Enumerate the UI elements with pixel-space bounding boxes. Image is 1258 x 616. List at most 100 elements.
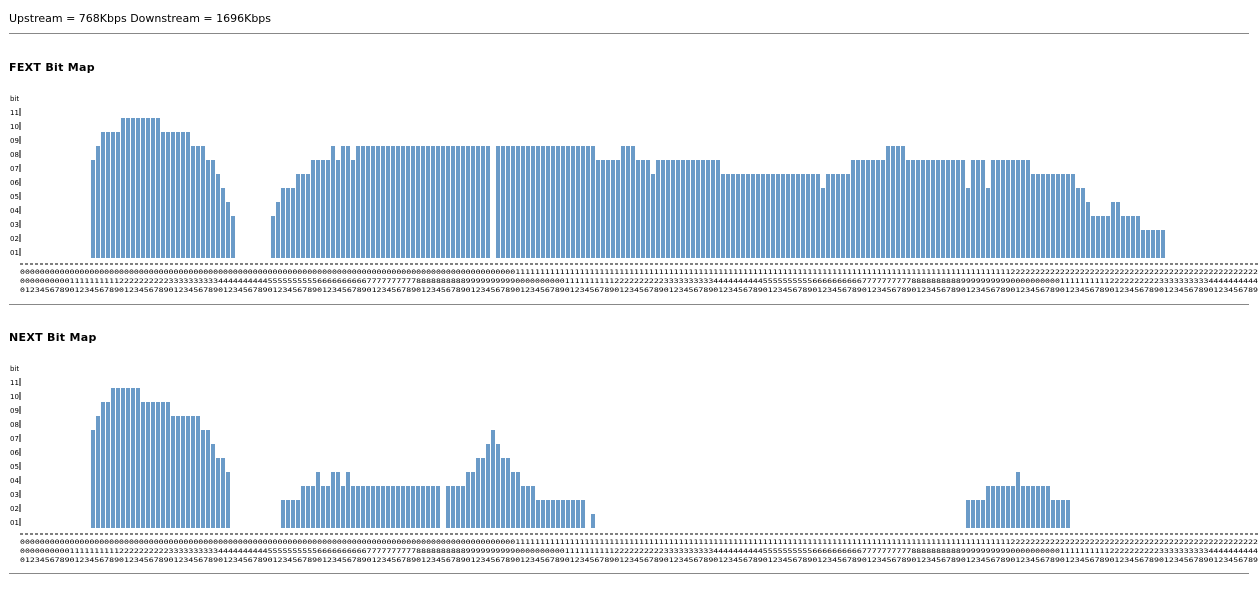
bit-bar-cell <box>681 160 685 174</box>
bit-bar-cell <box>966 216 970 230</box>
bit-bar-cell <box>1066 514 1070 528</box>
bit-bar-cell <box>351 202 355 216</box>
bit-bar-cell <box>111 202 115 216</box>
bit-bar-cell <box>771 202 775 216</box>
bit-bar-cell <box>331 188 335 202</box>
bit-bar-cell <box>1031 514 1035 528</box>
bit-bar-cell <box>1016 486 1020 500</box>
x-tick-units: 0123456789012345678901234567890123456789… <box>20 557 1258 564</box>
bit-bar-cell <box>956 216 960 230</box>
bit-bar-cell <box>271 216 275 230</box>
bit-bar-cell <box>476 202 480 216</box>
bit-bar-cell <box>121 514 125 528</box>
bit-bar-cell <box>161 174 165 188</box>
bit-bar-cell <box>216 472 220 486</box>
bit-bar-cell <box>316 230 320 244</box>
bit-bar-cell <box>711 174 715 188</box>
bit-bar-cell <box>1081 216 1085 230</box>
bit-bar-cell <box>416 514 420 528</box>
bit-bar-cell <box>926 202 930 216</box>
x-tick-tens: 0000000000111111111122222222223333333333… <box>20 548 1258 555</box>
bit-bar-cell <box>426 160 430 174</box>
bit-bar-cell <box>126 174 130 188</box>
bit-bar-cell <box>471 216 475 230</box>
bit-bar-cell <box>361 160 365 174</box>
bit-bar-cell <box>731 188 735 202</box>
bit-bar-cell <box>626 216 630 230</box>
bit-bar-cell <box>121 244 125 258</box>
bit-bar-cell <box>571 500 575 514</box>
bit-bar-cell <box>571 188 575 202</box>
bit-bar-cell <box>661 174 665 188</box>
bit-bar-cell <box>171 188 175 202</box>
bit-bar-cell <box>191 216 195 230</box>
bit-bar-cell <box>576 146 580 160</box>
bit-bar-cell <box>411 486 415 500</box>
bit-bar-cell <box>381 216 385 230</box>
bit-bar-cell <box>1051 216 1055 230</box>
bit-bar-cell <box>316 472 320 486</box>
bit-bar-cell <box>591 202 595 216</box>
x-tick-hundreds: 0000000000000000000000000000000000000000… <box>20 269 1258 276</box>
bit-bar-cell <box>186 146 190 160</box>
y-tick-label: 09 <box>10 407 19 415</box>
bit-bar-cell <box>126 402 130 416</box>
bit-bar-cell <box>206 486 210 500</box>
bit-bar-cell <box>666 244 670 258</box>
bit-bar-cell <box>536 514 540 528</box>
bit-bar-cell <box>1111 216 1115 230</box>
bit-bar-cell <box>901 244 905 258</box>
bit-bar-cell <box>136 174 140 188</box>
bit-bar-cell <box>346 500 350 514</box>
bit-bar-cell <box>686 202 690 216</box>
bit-bar-cell <box>591 146 595 160</box>
bit-bar-cell <box>616 188 620 202</box>
bit-bar-cell <box>1026 160 1030 174</box>
bit-bar-cell <box>1071 188 1075 202</box>
bit-bar-cell <box>421 188 425 202</box>
bit-bar-cell <box>851 174 855 188</box>
bit-bar-cell <box>636 230 640 244</box>
bit-bar-cell <box>951 244 955 258</box>
bit-bar-cell <box>391 174 395 188</box>
bit-bar-cell <box>951 202 955 216</box>
bit-bar-cell <box>316 160 320 174</box>
bit-bar-cell <box>966 230 970 244</box>
bit-bar-cell <box>421 244 425 258</box>
bit-bar-cell <box>226 486 230 500</box>
bit-bar-cell <box>526 486 530 500</box>
bit-bar-cell <box>356 244 360 258</box>
bit-bar-cell <box>171 216 175 230</box>
bit-bar-cell <box>691 202 695 216</box>
bit-bar-cell <box>156 458 160 472</box>
bit-bar-cell <box>831 230 835 244</box>
bit-bar-cell <box>326 244 330 258</box>
bit-bar-cell <box>571 174 575 188</box>
bit-bar-cell <box>146 514 150 528</box>
bit-bar-cell <box>111 160 115 174</box>
bit-bar-cell <box>436 500 440 514</box>
bit-bar-cell <box>351 500 355 514</box>
bit-bar-cell <box>106 402 110 416</box>
bit-bar-cell <box>921 230 925 244</box>
bit-bar-cell <box>181 216 185 230</box>
bit-bar-cell <box>186 160 190 174</box>
bit-bar-cell <box>876 160 880 174</box>
bit-bar-cell <box>1046 514 1050 528</box>
bit-bar-cell <box>101 458 105 472</box>
bit-bar-cell <box>356 146 360 160</box>
x-tick-tens: 0000000000111111111122222222223333333333… <box>20 278 1258 285</box>
bit-bar-cell <box>156 430 160 444</box>
bit-bar-cell <box>386 146 390 160</box>
bit-bar-cell <box>946 174 950 188</box>
bit-bar-cell <box>201 216 205 230</box>
bit-bar-cell <box>141 202 145 216</box>
bit-bar-cell <box>451 514 455 528</box>
bit-bar-cell <box>776 230 780 244</box>
bit-bar-cell <box>731 202 735 216</box>
bit-bar-cell <box>831 188 835 202</box>
bit-bar-cell <box>376 514 380 528</box>
bit-bar-cell <box>571 146 575 160</box>
bit-bar-cell <box>1051 174 1055 188</box>
bit-bar-cell <box>886 216 890 230</box>
